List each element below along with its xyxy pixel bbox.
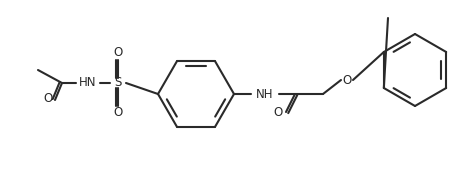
Text: NH: NH [256,87,274,101]
Text: HN: HN [79,77,97,89]
Text: O: O [43,92,53,105]
Text: O: O [274,106,282,120]
Text: S: S [114,77,122,89]
Text: O: O [113,106,123,120]
Text: O: O [113,46,123,59]
Text: O: O [343,74,352,86]
